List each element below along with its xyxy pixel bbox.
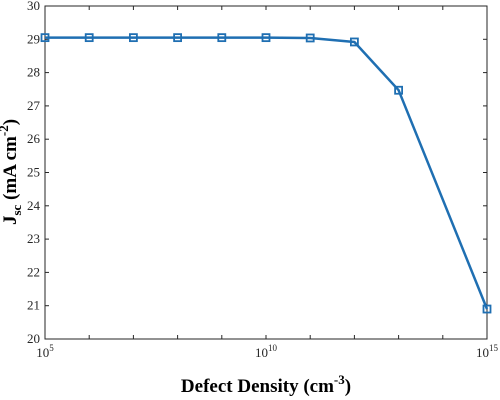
y-axis-title-sup: -2 <box>0 125 11 136</box>
data-point-marker <box>217 33 227 43</box>
data-point-marker <box>482 304 492 314</box>
series-line <box>45 36 489 310</box>
y-tick-label: 21 <box>27 298 40 313</box>
x-axis-title: Defect Density (cm-3) <box>181 372 351 397</box>
x-axis-title-sup: -3 <box>334 372 345 387</box>
y-axis-title-end: ) <box>0 119 21 125</box>
data-point-marker <box>261 33 271 43</box>
x-tick-label-base: 10 <box>476 345 489 360</box>
y-axis-title-mid: (mA cm <box>0 136 21 205</box>
x-tick-label-exponent: 15 <box>489 343 499 353</box>
y-axis-title-sub: sc <box>9 204 24 215</box>
y-axis-title: Jsc (mA cm-2) <box>0 119 24 225</box>
data-point-marker <box>305 33 315 43</box>
x-axis-title-end: ) <box>345 376 351 397</box>
x-tick-label: 1015 <box>476 343 499 360</box>
x-axis-title-main: Defect Density (cm <box>181 376 334 397</box>
x-tick-label-exponent: 5 <box>49 343 54 353</box>
y-tick-label: 24 <box>27 198 41 213</box>
y-tick-label: 23 <box>27 231 40 246</box>
y-axis-title-main: J <box>0 216 21 226</box>
data-point-marker <box>128 33 138 43</box>
x-axis-ticks: 105 1010 1015 <box>36 6 499 360</box>
y-tick-label: 28 <box>27 65 40 80</box>
data-point-marker <box>349 37 359 47</box>
y-tick-label: 25 <box>27 165 40 180</box>
y-tick-label: 20 <box>27 331 40 346</box>
data-point-marker <box>173 33 183 43</box>
x-tick-label: 1010 <box>255 343 278 360</box>
x-tick-label-base: 10 <box>255 345 268 360</box>
x-tick-label-base: 10 <box>36 345 49 360</box>
y-tick-label: 29 <box>27 31 40 46</box>
x-tick-label-exponent: 10 <box>268 343 278 353</box>
y-tick-label: 26 <box>27 131 41 146</box>
y-tick-label: 22 <box>27 264 40 279</box>
data-point-marker <box>40 33 50 43</box>
x-tick-label: 105 <box>36 343 54 360</box>
series-layer <box>40 33 492 314</box>
y-tick-label: 27 <box>27 98 41 113</box>
data-point-marker <box>394 85 404 95</box>
y-tick-label: 30 <box>27 0 40 13</box>
y-axis-ticks: 20 21 22 23 24 25 26 27 28 29 30 <box>27 0 487 346</box>
data-point-marker <box>84 33 94 43</box>
plot-area <box>44 5 488 340</box>
